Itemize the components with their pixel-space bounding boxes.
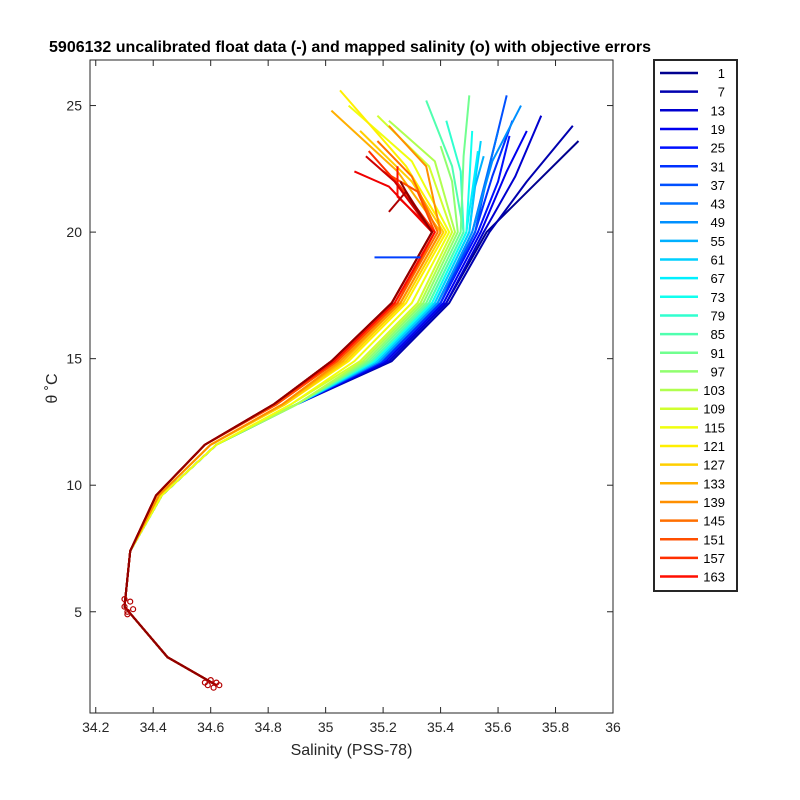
x-tick-label: 35.2 [369, 719, 396, 735]
mapped-point [124, 608, 131, 615]
plot-area [89, 59, 614, 714]
legend-label: 121 [703, 439, 725, 454]
x-tick-label: 35.8 [542, 719, 569, 735]
x-tick-label: 34.4 [140, 719, 167, 735]
x-axis: 34.2 34.4 34.6 34.8 35 35.2 35.4 35.6 35.8 36 [82, 60, 621, 735]
legend-label: 7 [718, 85, 725, 100]
y-axis-label: θ ˚C [44, 373, 61, 403]
legend-label: 49 [711, 215, 725, 230]
x-tick-label: 36 [605, 719, 621, 735]
legend-label: 151 [703, 532, 725, 547]
y-tick-label: 25 [66, 98, 82, 114]
y-tick-label: 20 [66, 224, 82, 240]
legend: 1 7 13 19 25 31 37 43 49 55 61 67 73 79 85 91 97 103 109 11… [653, 59, 738, 592]
legend-label: 133 [703, 476, 725, 491]
mapped-point [130, 606, 137, 613]
y-tick-label: 5 [74, 604, 82, 620]
legend-label: 139 [703, 495, 725, 510]
legend-label: 19 [711, 122, 725, 137]
legend-label: 55 [711, 234, 725, 249]
legend-label: 85 [711, 327, 725, 342]
legend-label: 1 [718, 66, 725, 81]
mapped-point [204, 682, 211, 689]
y-tick-label: 10 [66, 477, 82, 493]
legend-label: 145 [703, 514, 725, 529]
x-tick-label: 35.6 [484, 719, 511, 735]
x-tick-label: 35 [318, 719, 334, 735]
legend-label: 157 [703, 551, 725, 566]
y-tick-label: 15 [66, 351, 82, 367]
series-line-31 [123, 181, 433, 687]
x-tick-label: 34.8 [255, 719, 282, 735]
chart-title: 5906132 uncalibrated float data (-) and … [49, 39, 651, 56]
legend-label: 109 [703, 402, 725, 417]
legend-label: 115 [704, 420, 725, 435]
x-tick-label: 35.4 [427, 719, 454, 735]
mapped-point [121, 603, 128, 610]
legend-label: 163 [703, 570, 725, 585]
legend-label: 31 [711, 159, 725, 174]
y-axis: 5 10 15 20 25 [66, 98, 613, 620]
mapped-point [216, 682, 223, 689]
legend-label: 25 [711, 141, 725, 156]
x-tick-label: 34.2 [82, 719, 109, 735]
legend-label: 43 [711, 197, 725, 212]
series-layer [123, 89, 580, 687]
mapped-point [207, 676, 214, 684]
mapped-point [124, 611, 131, 618]
legend-label: 37 [711, 178, 725, 193]
mapped-point [121, 595, 128, 603]
legend-label: 61 [711, 253, 725, 268]
legend-label: 91 [711, 346, 725, 361]
legend-label: 67 [711, 271, 725, 286]
legend-label: 13 [711, 103, 725, 118]
mapped-point [210, 684, 217, 691]
x-axis-label: Salinity (PSS-78) [291, 742, 413, 759]
legend-label: 79 [711, 308, 725, 323]
x-tick-label: 34.6 [197, 719, 224, 735]
mapped-point [127, 598, 134, 605]
legend-label: 127 [703, 458, 725, 473]
legend-label: 97 [711, 364, 725, 379]
legend-label: 103 [703, 383, 725, 398]
mapped-salinity-layer [121, 595, 223, 691]
legend-label: 73 [711, 290, 725, 305]
